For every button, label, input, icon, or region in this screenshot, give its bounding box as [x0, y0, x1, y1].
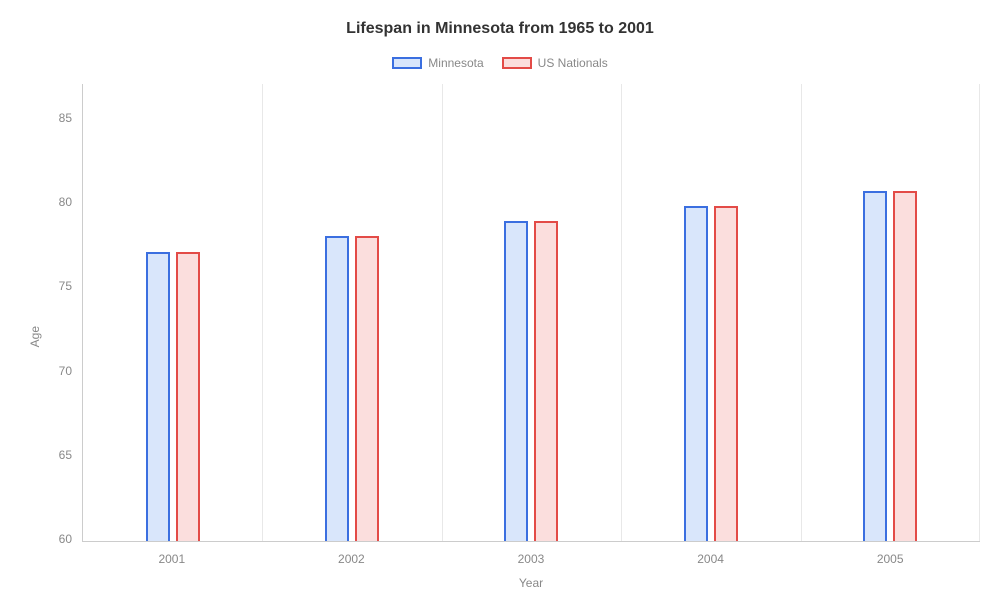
- bar: [893, 191, 917, 541]
- bar-group: [83, 84, 262, 541]
- legend-swatch-us-nationals: [502, 57, 532, 69]
- y-tick: 85: [42, 111, 72, 125]
- bar: [504, 221, 528, 541]
- bar-group: [442, 84, 621, 541]
- bar: [146, 252, 170, 541]
- x-tick: 2003: [441, 552, 621, 566]
- bar: [714, 206, 738, 541]
- bar: [684, 206, 708, 541]
- y-tick: 60: [42, 532, 72, 546]
- plot-area: [82, 84, 980, 542]
- bar: [863, 191, 887, 541]
- legend-swatch-minnesota: [392, 57, 422, 69]
- bar-group: [262, 84, 441, 541]
- x-tick: 2004: [621, 552, 801, 566]
- legend-label-minnesota: Minnesota: [428, 56, 483, 70]
- bar: [355, 236, 379, 541]
- legend-label-us-nationals: US Nationals: [538, 56, 608, 70]
- plot-wrap: Age 60 65 70 75 80 85 20012002200320042005 Ye…: [20, 84, 980, 590]
- bar: [534, 221, 558, 541]
- x-tick: 2005: [800, 552, 980, 566]
- y-tick: 65: [42, 448, 72, 462]
- legend-item-minnesota: Minnesota: [392, 56, 483, 70]
- x-axis-ticks: 20012002200320042005: [82, 552, 980, 566]
- chart-container: Lifespan in Minnesota from 1965 to 2001 …: [0, 0, 1000, 600]
- bar-group: [621, 84, 800, 541]
- bars-layer: [83, 84, 980, 541]
- bar-group: [801, 84, 980, 541]
- y-tick: 70: [42, 364, 72, 378]
- legend-item-us-nationals: US Nationals: [502, 56, 608, 70]
- y-axis-label: Age: [20, 326, 42, 347]
- y-tick: 80: [42, 195, 72, 209]
- bar: [176, 252, 200, 541]
- x-tick: 2001: [82, 552, 262, 566]
- y-tick: 75: [42, 279, 72, 293]
- x-tick: 2002: [262, 552, 442, 566]
- x-axis-label: Year: [82, 576, 980, 590]
- y-axis-ticks: 60 65 70 75 80 85: [42, 84, 82, 590]
- legend: Minnesota US Nationals: [20, 56, 980, 70]
- bar: [325, 236, 349, 541]
- chart-title: Lifespan in Minnesota from 1965 to 2001: [20, 20, 980, 38]
